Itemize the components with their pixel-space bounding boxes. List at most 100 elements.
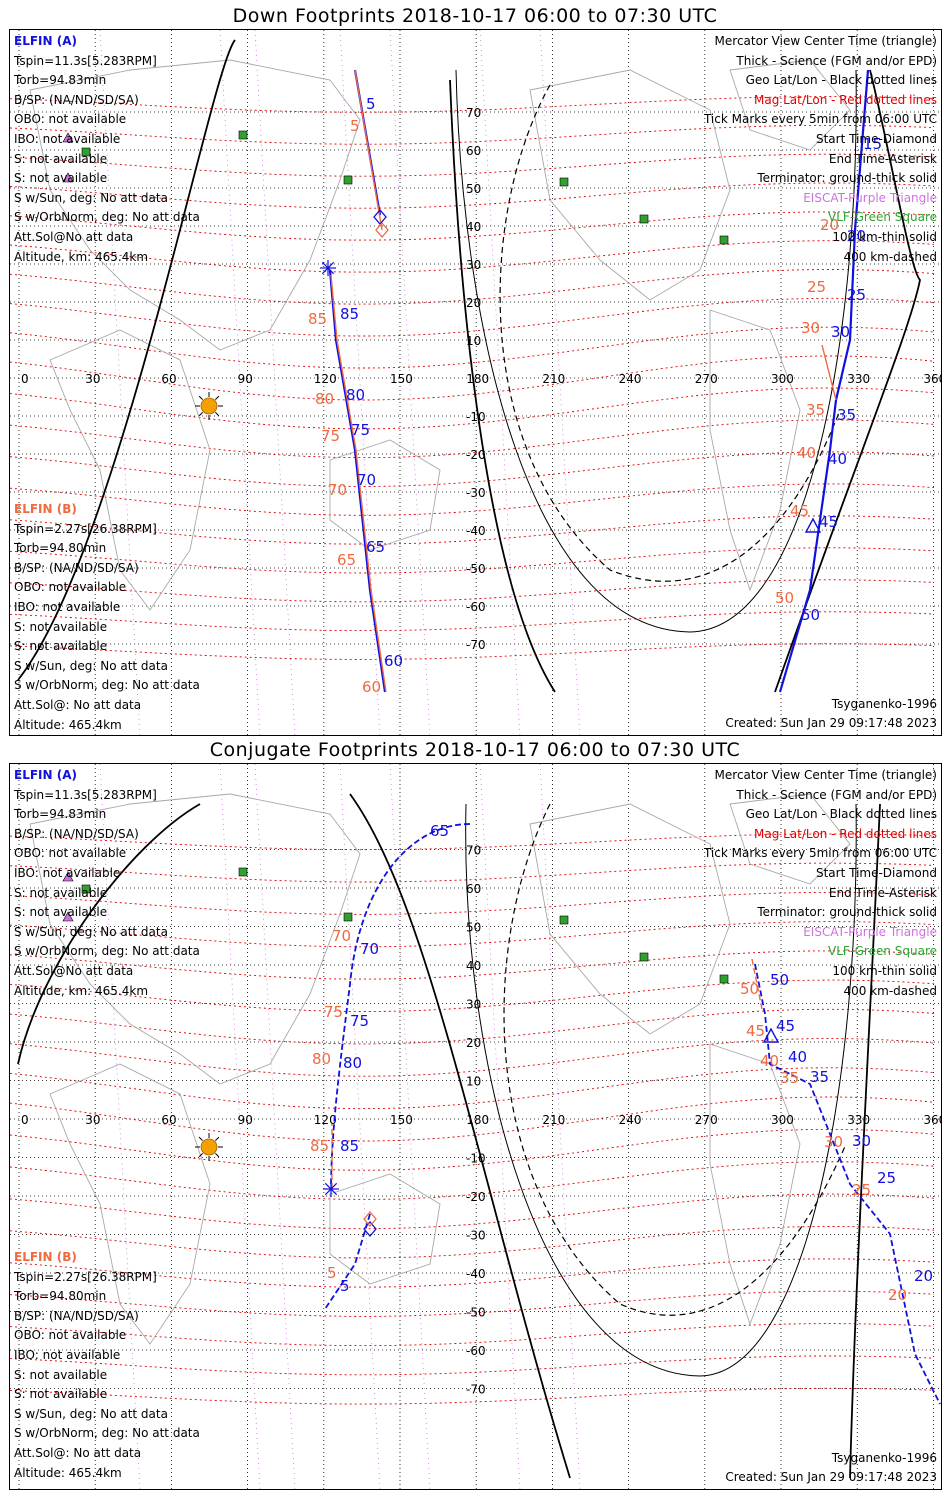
elfin-b-tick-label: 70 [328, 481, 347, 499]
elfin-a-name: ELFIN (A) [14, 34, 77, 48]
lon-tick-label: 270 [695, 372, 718, 386]
elfin-a-bsp: B/SP: (NA/ND/SD/SA) [14, 92, 139, 107]
elfin-b-tick-label: 85 [310, 1137, 329, 1155]
vlf-square [559, 177, 569, 187]
legend-400km: 400 km-dashed [843, 983, 937, 998]
sun-ray [198, 412, 203, 417]
lon-tick-label: 330 [847, 1113, 870, 1127]
axis-labels: 0 30 60 90 120 150 180 210 240 270 300 330 360 70 60 50… [21, 844, 942, 1397]
elfin-b-tick-label: 50 [775, 589, 794, 607]
terminator-ground [17, 39, 921, 693]
lat-tick-label: 70 [466, 844, 481, 858]
elfin-a-tick-label: 45 [819, 513, 838, 531]
legend: Mercator View Center Time (triangle) Thi… [704, 32, 937, 267]
mag-parallel [10, 862, 935, 883]
mag-meridian [389, 30, 431, 735]
elfin-a-tick-label: 70 [357, 471, 376, 489]
elfin-b-tick-label: 60 [362, 678, 381, 696]
mag-parallel [10, 1323, 935, 1347]
down-footprints-map: 0 30 60 90 120 150 180 210 240 270 300 330 360 70 60 50… [9, 29, 942, 736]
elfin-b-torb: Torb=94.80min [14, 1289, 107, 1304]
elfin-a-torb: Torb=94.83min [14, 73, 107, 88]
legend-start: Start Time-Diamond [815, 865, 937, 880]
elfin-a-attsol: Att.Sol@No att data [14, 229, 134, 244]
legend-400km: 400 km-dashed [843, 249, 937, 264]
elfin-a-track-west [324, 823, 471, 1310]
mag-parallel [10, 833, 935, 851]
elfin-b-ibo: IBO: not available [14, 599, 121, 614]
lon-tick-label: 180 [466, 1113, 489, 1127]
elfin-a-tick-label: 45 [776, 1017, 795, 1035]
legend-eiscat: EISCAT-Purple Triangle [803, 190, 937, 205]
elfin-a-tick-label: 25 [877, 1169, 896, 1187]
mag-parallel [10, 643, 935, 660]
sun-ray [215, 395, 220, 400]
legend-ticks: Tick Marks every 5min from 06:00 UTC [703, 846, 937, 861]
lat-tick-label: -60 [466, 600, 486, 614]
mag-meridian [219, 30, 261, 735]
legend-vlf: VLF-Green Square [828, 944, 937, 959]
elfin-b-tick-label: 30 [824, 1133, 843, 1151]
mag-parallel [10, 1038, 935, 1077]
vlf-square [238, 867, 248, 877]
sun-icon [195, 392, 223, 420]
elfin-a-info: ELFIN (A) Tspin=11.3s[5.283RPM] Torb=94.… [14, 32, 200, 267]
elfin-b-obo: OBO: not available [14, 580, 127, 595]
elfin-b-tspin: Tspin=2.27s[26.38RPM] [14, 521, 157, 536]
lon-tick-label: 300 [771, 1113, 794, 1127]
coastline [49, 1063, 211, 1345]
elfin-a-torb: Torb=94.83min [14, 807, 107, 822]
mag-parallel [10, 579, 935, 603]
elfin-b-tick-label: 75 [324, 1003, 343, 1021]
conjugate-footprints-map: 0 30 60 90 120 150 180 210 240 270 300 330 360 70 60 50… [9, 763, 942, 1490]
vlf-square [81, 884, 91, 894]
legend-thick: Thick - Science (FGM and/or EPD) [736, 787, 937, 802]
axis-labels: 0 30 60 90 120 150 180 210 240 270 300 330 360 70 60 50… [21, 106, 941, 652]
eiscat-triangle [62, 132, 74, 143]
elfin-b-tick-label: 5 [327, 1264, 337, 1282]
elfin-a-sworb: S w/OrbNorm, deg: No att data [14, 944, 200, 959]
mag-meridian [539, 764, 581, 1489]
lat-tick-label: -60 [466, 1344, 486, 1358]
elfin-b-torb: Torb=94.80min [14, 541, 107, 556]
mag-parallel [10, 297, 935, 337]
down-map-canvas: 0 30 60 90 120 150 180 210 240 270 300 330 360 70 60 50… [10, 30, 941, 735]
mag-parallel [10, 153, 935, 177]
vlf-square [343, 175, 353, 185]
lat-tick-label: -30 [466, 486, 486, 500]
sun-ray [215, 1153, 220, 1158]
legend-terminator: Terminator: ground-thick solid [757, 171, 937, 186]
elfin-b-tick-label: 20 [888, 1286, 907, 1304]
elfin-b-swsun: S w/Sun, deg: No att data [14, 658, 168, 673]
lon-tick-label: 240 [619, 1113, 642, 1127]
lat-tick-label: 10 [466, 1075, 481, 1089]
lon-tick-label: 360 [923, 1113, 942, 1127]
elfin-a-tick-label: 85 [340, 305, 359, 323]
mag-meridian [339, 764, 381, 1489]
elfin-a-tick-label: 40 [788, 1048, 807, 1066]
mag-parallel [10, 921, 935, 948]
lon-tick-label: 120 [314, 372, 337, 386]
mag-meridian [389, 764, 431, 1489]
sun-ray [198, 1153, 203, 1158]
lon-tick-label: 90 [238, 372, 253, 386]
elfin-a-tspin: Tspin=11.3s[5.283RPM] [14, 787, 157, 802]
vlf-markers [81, 867, 729, 984]
elfin-a-tick-label: 75 [350, 1012, 369, 1030]
eiscat-triangle [62, 871, 74, 882]
lon-tick-label: 30 [85, 1113, 100, 1127]
legend-100km: 100 km-thin solid [832, 963, 937, 978]
lat-tick-label: -30 [466, 1229, 486, 1243]
coastline [329, 439, 441, 551]
elfin-a-swsun: S w/Sun, deg: No att data [14, 924, 168, 939]
elfin-a-tick-label: 80 [346, 386, 365, 404]
mag-meridian [539, 30, 581, 735]
lon-tick-label: 150 [390, 372, 413, 386]
elfin-b-tick-label: 75 [321, 427, 340, 445]
mag-parallel [10, 1290, 935, 1317]
elfin-a-tick-label: 5 [366, 95, 376, 113]
elfin-b-tick-label: 45 [746, 1022, 765, 1040]
elfin-b-s1: S: not available [14, 619, 108, 634]
elfin-b-bsp: B/SP: (NA/ND/SD/SA) [14, 560, 139, 575]
vlf-square [559, 915, 569, 925]
